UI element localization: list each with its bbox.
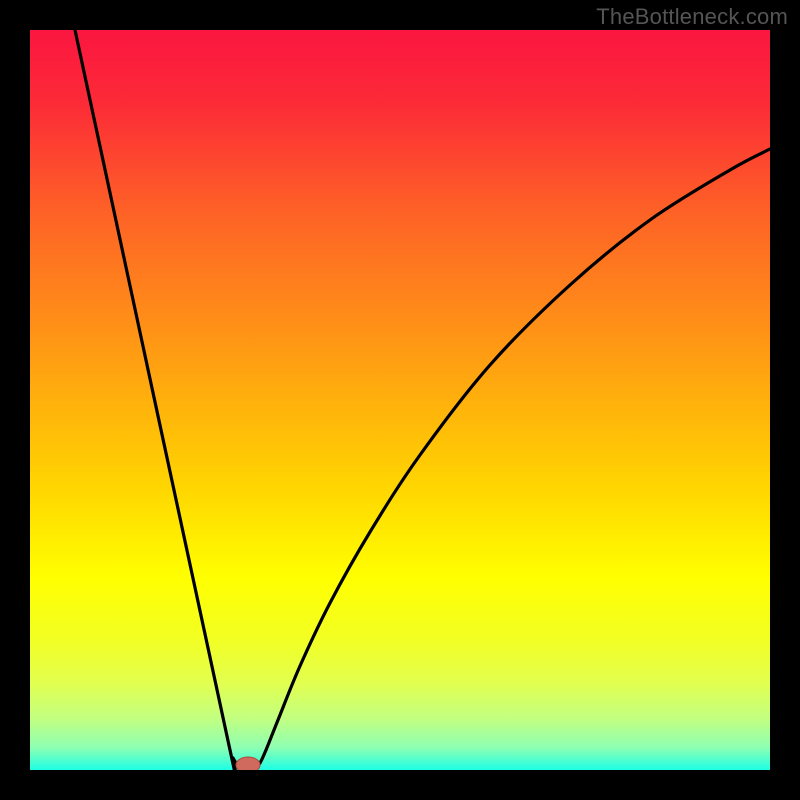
plot-area (30, 30, 770, 770)
chart-container: TheBottleneck.com (0, 0, 800, 800)
minimum-marker (236, 757, 260, 770)
gradient-background (30, 30, 770, 770)
chart-svg (30, 30, 770, 770)
watermark-text: TheBottleneck.com (596, 4, 788, 30)
